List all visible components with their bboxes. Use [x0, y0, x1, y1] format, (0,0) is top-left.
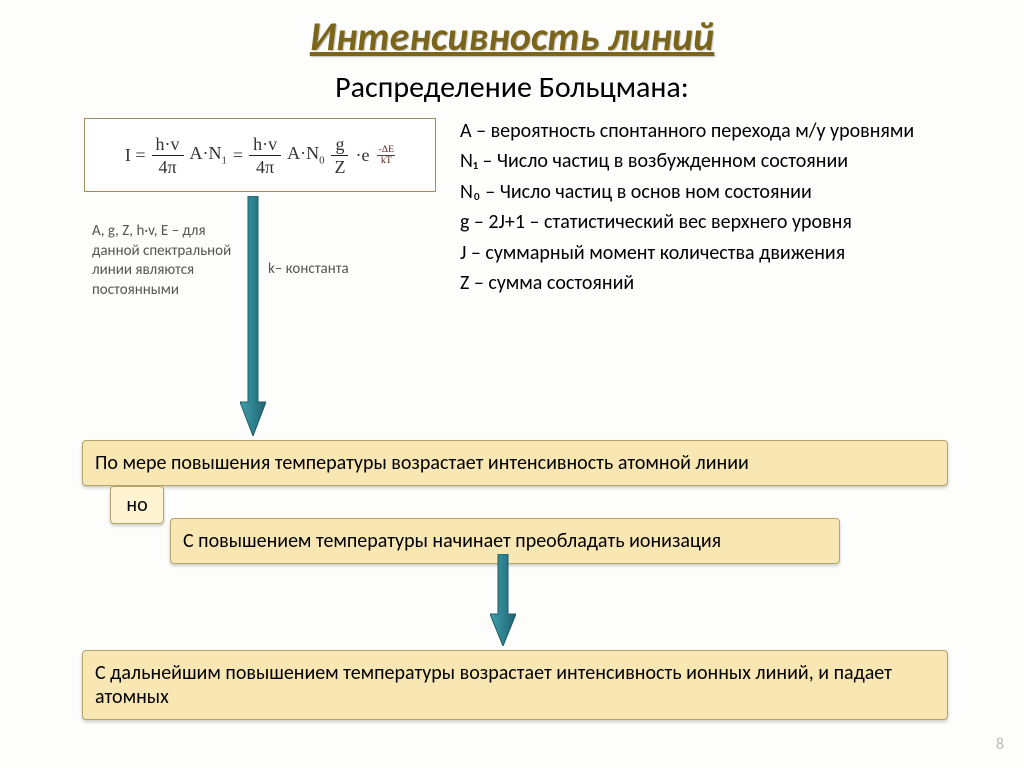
formula-eq: = — [233, 145, 243, 166]
formula-exponent: -ΔE kT — [377, 145, 395, 166]
def-J: J – суммарный момент количества движения — [460, 240, 1020, 266]
exp-top: -ΔE — [377, 145, 395, 156]
frac-hv-4pi-1: h·v 4π — [152, 135, 184, 176]
exp-bot: kT — [380, 156, 393, 166]
frac-num: h·v — [249, 135, 281, 156]
frac-den: 4π — [252, 156, 278, 176]
formula-e: ·e — [355, 145, 369, 166]
connector-no-box: но — [110, 486, 164, 524]
frac-hv-4pi-2: h·v 4π — [249, 135, 281, 176]
frac-num: g — [331, 135, 348, 156]
def-N0: N₀ – Число частиц в основ ном состоянии — [460, 179, 1020, 205]
def-g: g – 2J+1 – статистический вес верхнего у… — [460, 209, 1020, 235]
formula-box: I = h·v 4π A·N1 = h·v 4π A·N0 g Z ·e -ΔE… — [84, 118, 436, 192]
page-number: 8 — [996, 735, 1004, 754]
subtitle: Распределение Больцмана: — [0, 69, 1024, 106]
def-A: A – вероятность спонтанного перехода м/у… — [460, 118, 1020, 144]
text-AN: A·N — [287, 143, 319, 163]
formula-AN0: A·N0 — [287, 143, 324, 167]
formula: I = h·v 4π A·N1 = h·v 4π A·N0 g Z ·e -ΔE… — [125, 135, 395, 176]
frac-g-Z: g Z — [330, 135, 349, 176]
formula-AN1: A·N1 — [190, 143, 227, 167]
arrow-down-icon — [490, 554, 516, 646]
def-N1: N₁ – Число частиц в возбужденном состоян… — [460, 148, 1020, 174]
frac-den: 4π — [154, 156, 180, 176]
sub-0: 0 — [319, 155, 324, 167]
page-title: Интенсивность линий — [0, 0, 1024, 61]
definitions: A – вероятность спонтанного перехода м/у… — [460, 118, 1020, 300]
statement-box-1: По мере повышения температуры возрастает… — [82, 440, 948, 486]
arrow-down-icon — [240, 196, 266, 436]
frac-den: Z — [330, 156, 349, 176]
formula-I: I = — [125, 145, 146, 166]
statement-box-3: С дальнейшим повышением температуры возр… — [82, 650, 948, 720]
def-Z: Z – сумма состояний — [460, 270, 1020, 296]
frac-num: h·v — [152, 135, 184, 156]
note-k: k– константа — [268, 260, 349, 278]
text-AN: A·N — [190, 143, 222, 163]
note-constants: A, g, Z, h·v, E – для данной спектрально… — [92, 222, 252, 300]
sub-1: 1 — [222, 155, 227, 167]
